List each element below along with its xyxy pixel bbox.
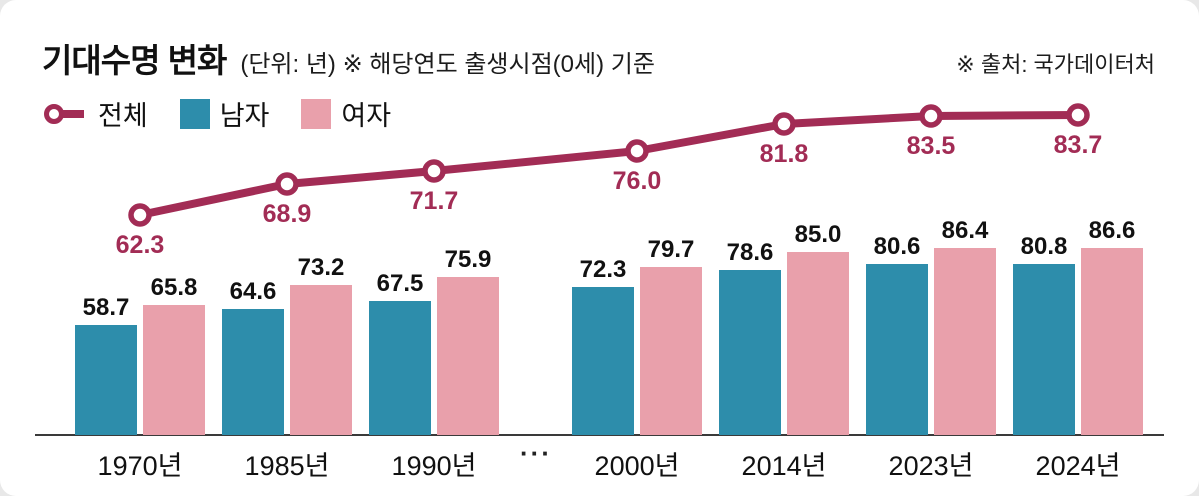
bar-male <box>75 325 137 435</box>
bar-value-label-male: 80.8 <box>1020 233 1068 260</box>
x-axis-label: 2014년 <box>741 451 827 481</box>
bar-female <box>437 277 499 435</box>
bar-female <box>143 305 205 435</box>
chart-title: 기대수명 변화 <box>42 42 227 79</box>
bar-value-label-female: 86.6 <box>1088 217 1136 244</box>
line-value-label: 76.0 <box>612 167 662 195</box>
bar-female <box>290 285 352 435</box>
bar-value-label-female: 75.9 <box>444 246 492 273</box>
bar-value-label-female: 65.8 <box>150 274 198 301</box>
bar-value-label-female: 86.4 <box>941 217 989 244</box>
bar-male <box>222 309 284 435</box>
x-axis-label: 1990년 <box>391 451 477 481</box>
line-value-label: 83.7 <box>1053 131 1103 159</box>
bar-value-label-male: 72.3 <box>579 256 627 283</box>
line-value-label: 62.3 <box>115 231 165 259</box>
line-marker-icon <box>44 103 84 124</box>
bar-female <box>787 252 849 435</box>
bar-value-label-female: 79.7 <box>647 236 695 263</box>
bar-value-label-male: 58.7 <box>82 294 130 321</box>
legend-item-total: 전체 <box>42 94 148 133</box>
bar-value-label-female: 73.2 <box>297 254 345 281</box>
bar-male <box>866 264 928 435</box>
line-value-label: 81.8 <box>759 140 809 168</box>
bar-value-label-male: 78.6 <box>726 239 774 266</box>
line-value-label: 71.7 <box>409 187 459 215</box>
x-axis-line <box>35 434 1164 436</box>
x-axis-break-ellipsis: ··· <box>520 438 552 468</box>
bar-male <box>369 301 431 435</box>
bar-male <box>719 270 781 435</box>
x-axis-label: 2024년 <box>1035 451 1121 481</box>
bar-value-label-female: 85.0 <box>794 221 842 248</box>
chart-subtitle: (단위: 년) ※ 해당연도 출생시점(0세) 기준 <box>240 51 655 78</box>
line-value-label: 83.5 <box>906 132 956 160</box>
bar-female <box>640 267 702 435</box>
x-axis-label: 2023년 <box>888 451 974 481</box>
bar-female <box>934 248 996 435</box>
x-axis-label: 1970년 <box>97 451 183 481</box>
bar-male <box>572 287 634 435</box>
bar-female <box>1081 248 1143 435</box>
bar-value-label-male: 67.5 <box>376 270 424 297</box>
bar-male <box>1013 264 1075 435</box>
line-value-label: 68.9 <box>262 200 312 228</box>
bar-value-label-male: 80.6 <box>873 233 921 260</box>
chart-source: ※ 출처: 국가데이터처 <box>956 52 1155 77</box>
bar-value-label-male: 64.6 <box>229 278 277 305</box>
chart-header: 기대수명 변화 (단위: 년) ※ 해당연도 출생시점(0세) 기준 ※ 출처:… <box>42 34 1155 82</box>
x-axis-label: 1985년 <box>244 451 330 481</box>
x-axis-label: 2000년 <box>594 451 680 481</box>
